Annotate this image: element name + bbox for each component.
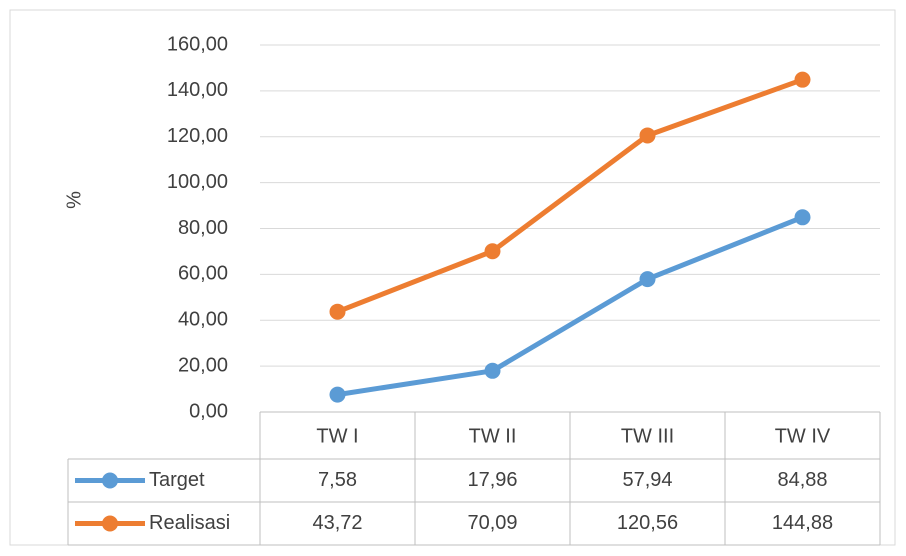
y-tick-label: 100,00 (167, 171, 228, 193)
marker (639, 271, 656, 288)
table-value: 7,58 (318, 469, 357, 491)
table-value: 84,88 (777, 469, 827, 491)
marker (329, 386, 346, 403)
y-tick-label: 0,00 (189, 400, 228, 422)
table-value: 70,09 (467, 512, 517, 534)
series-line (336, 77, 804, 315)
marker (794, 209, 811, 226)
legend-marker (102, 472, 118, 489)
y-tick-label: 20,00 (178, 354, 228, 376)
table-value: 43,72 (312, 512, 362, 534)
marker (329, 303, 346, 320)
marker (794, 71, 811, 88)
table-value: 17,96 (467, 469, 517, 491)
y-tick-label: 140,00 (167, 79, 228, 101)
chart-border (9, 9, 896, 546)
legend-marker (102, 515, 118, 532)
y-axis-label: % (63, 191, 85, 209)
y-tick-label: 60,00 (178, 263, 228, 285)
legend-label: Target (149, 469, 205, 491)
y-tick-label: 40,00 (178, 309, 228, 331)
series-line (337, 214, 804, 398)
table-value: 144,88 (772, 512, 833, 534)
x-tick-label: TW II (469, 425, 517, 447)
x-tick-label: TW III (621, 425, 674, 447)
legend-label: Realisasi (149, 512, 230, 534)
y-tick-label: 80,00 (178, 217, 228, 239)
marker (484, 362, 501, 379)
marker (484, 243, 501, 260)
table-value: 57,94 (622, 469, 672, 491)
table-value: 120,56 (617, 512, 678, 534)
marker (639, 127, 656, 144)
y-tick-label: 120,00 (167, 125, 228, 147)
x-tick-label: TW I (316, 425, 358, 447)
y-tick-label: 160,00 (167, 33, 228, 55)
x-tick-label: TW IV (775, 425, 831, 447)
